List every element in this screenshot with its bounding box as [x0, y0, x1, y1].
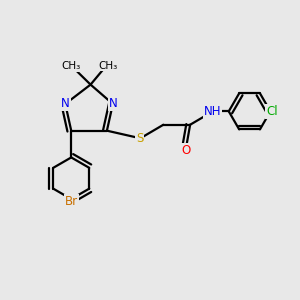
Text: CH₃: CH₃	[61, 61, 80, 71]
Text: CH₃: CH₃	[98, 61, 117, 70]
Text: S: S	[136, 132, 143, 145]
Text: Br: Br	[65, 195, 78, 208]
Text: NH: NH	[204, 105, 221, 118]
Text: N: N	[109, 98, 117, 110]
Text: Cl: Cl	[266, 105, 278, 118]
Text: O: O	[181, 143, 190, 157]
Text: N: N	[61, 98, 70, 110]
